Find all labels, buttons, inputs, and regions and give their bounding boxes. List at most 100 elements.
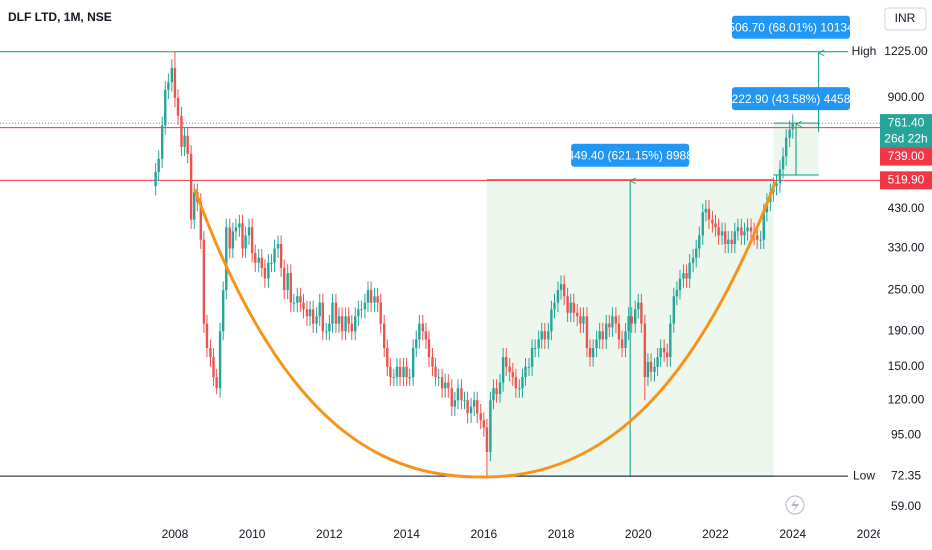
candle-body	[492, 388, 495, 401]
candle-body	[743, 231, 746, 236]
candle-body	[296, 296, 299, 303]
candle-body	[775, 183, 778, 187]
candle-body	[547, 331, 550, 340]
candle-body	[698, 235, 701, 249]
candle-body	[540, 331, 543, 340]
candle-body	[569, 302, 572, 313]
candle-body	[383, 323, 386, 348]
labels-layer: 449.40 (621.15%) 8988 222.90 (43.58%) 445…	[567, 15, 880, 486]
candle-body	[199, 201, 202, 240]
candle-body	[395, 366, 399, 378]
candle-body	[347, 316, 350, 324]
candle-body	[614, 316, 618, 324]
candle-body	[389, 366, 392, 378]
candle-body	[566, 296, 569, 313]
candle-body	[305, 309, 309, 317]
measure-label-box	[732, 87, 850, 111]
candle-body	[276, 244, 280, 249]
candle-body	[476, 400, 479, 414]
candle-body	[482, 420, 486, 428]
candle-body	[392, 377, 396, 379]
replay-bolt	[791, 498, 799, 512]
candle-body	[340, 316, 344, 332]
candle-body	[376, 296, 379, 303]
candle-body	[379, 302, 382, 324]
candle-body	[717, 227, 720, 236]
candle-body	[579, 316, 582, 324]
candle-body	[666, 352, 669, 358]
candle-body	[469, 406, 473, 414]
candle-body	[656, 357, 659, 367]
candle-body	[466, 400, 469, 414]
candle-body	[450, 388, 453, 407]
candle-body	[591, 347, 595, 358]
candle-body	[736, 227, 740, 232]
candle-body	[704, 208, 708, 213]
candle-body	[617, 323, 621, 340]
candle-body	[598, 331, 601, 340]
candle-body	[357, 309, 360, 317]
candle-body	[688, 262, 691, 279]
candle-body	[257, 257, 260, 263]
y-tick-label: 250.00	[888, 282, 925, 296]
candle-body	[533, 347, 537, 349]
axis-layer: 900.00 430.00 330.00 250.00 190.00 150.00 120.…	[880, 42, 932, 513]
candle-body	[205, 323, 209, 348]
candle-body	[553, 302, 556, 310]
candle-body	[672, 296, 676, 324]
candle-body	[263, 267, 267, 279]
price-tag-label: 739.00	[888, 149, 925, 163]
candle-body	[556, 290, 560, 303]
candle-body	[669, 323, 672, 358]
candle-body	[585, 316, 589, 348]
candle-body	[444, 382, 447, 389]
candle-body	[746, 227, 749, 232]
candle-body	[472, 400, 476, 407]
level-name: Low	[853, 468, 875, 482]
candle-body	[308, 309, 312, 317]
measure-label-box	[571, 143, 690, 167]
candle-body	[682, 273, 685, 279]
candle-body	[505, 357, 508, 367]
candle-body	[241, 223, 244, 249]
candle-body	[418, 323, 421, 340]
y-tick-label: 900.00	[888, 90, 925, 104]
candle-body	[643, 323, 647, 378]
candle-body	[209, 347, 212, 358]
candle-body	[508, 366, 511, 372]
candle-body	[431, 357, 434, 367]
candle-body	[405, 366, 408, 378]
candle-body	[460, 388, 463, 401]
candle-body	[518, 388, 521, 390]
candle-body	[733, 231, 737, 245]
currency-box[interactable]	[884, 7, 927, 31]
candle-body	[218, 331, 222, 389]
candle-body	[176, 98, 180, 116]
candle-body	[695, 248, 698, 258]
candle-body	[537, 339, 540, 348]
candle-body	[350, 323, 353, 332]
price-tag	[880, 467, 932, 486]
candle-body	[267, 262, 270, 279]
candle-body	[260, 257, 263, 268]
candle-body	[543, 331, 547, 340]
candles-layer	[154, 51, 794, 477]
candle-body	[437, 377, 440, 379]
candle-body	[453, 400, 457, 407]
candle-body	[180, 115, 183, 147]
candle-body	[328, 323, 331, 332]
candle-body	[646, 361, 650, 378]
candle-body	[611, 316, 614, 328]
measure-label: 506.70 (68.01%) 10134	[728, 20, 854, 34]
candle-body	[701, 212, 704, 236]
candle-body	[215, 377, 218, 389]
x-tick-label: 2012	[316, 527, 343, 541]
x-tick-label: 2014	[393, 527, 420, 541]
candle-body	[601, 331, 604, 340]
candle-body	[286, 273, 289, 291]
candle-body	[524, 366, 527, 378]
candle-body	[398, 366, 402, 378]
candle-body	[485, 427, 489, 452]
level-name: High	[852, 44, 877, 58]
